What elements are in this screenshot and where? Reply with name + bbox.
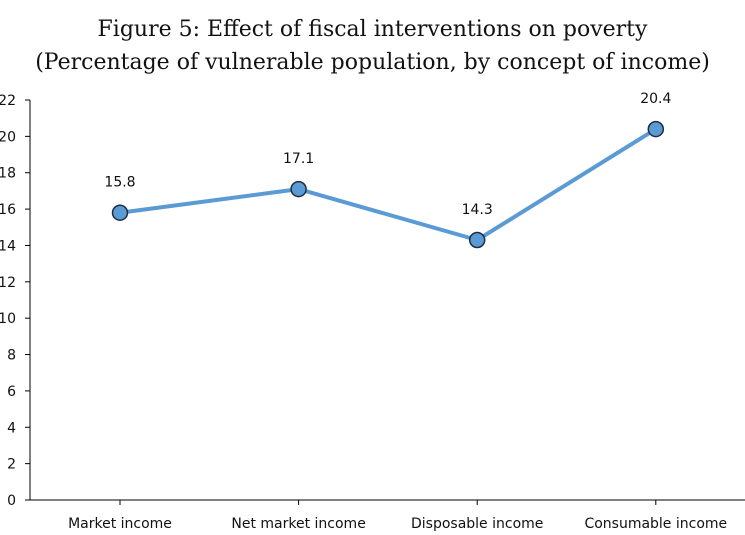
y-tick-label: 14 xyxy=(0,238,16,254)
data-point xyxy=(111,204,129,221)
y-ticks: 0 2 4 6 8 10 12 14 16 18 20 22 xyxy=(0,93,30,509)
data-label: 20.4 xyxy=(640,91,671,107)
y-tick-label: 2 xyxy=(7,457,16,473)
y-tick-label: 6 xyxy=(7,384,16,400)
y-tick-label: 16 xyxy=(0,202,16,218)
series-polyline xyxy=(118,127,658,242)
data-label: 15.8 xyxy=(104,175,135,191)
y-tick-label: 22 xyxy=(0,93,16,109)
x-tick-label: Market income xyxy=(68,516,172,532)
data-label: 17.1 xyxy=(283,151,314,167)
y-tick-label: 18 xyxy=(0,166,16,182)
y-tick-label: 12 xyxy=(0,275,16,291)
series-line xyxy=(118,127,658,242)
y-tick-label: 20 xyxy=(0,129,16,145)
x-ticks: Market income Net market income Disposable… xyxy=(68,500,727,532)
y-tick-label: 0 xyxy=(7,493,16,509)
data-labels: 15.8 17.1 14.3 20.4 xyxy=(104,91,671,218)
y-tick-label: 4 xyxy=(7,420,16,436)
chart-title: Figure 5: Effect of fiscal interventions… xyxy=(97,17,648,42)
data-label: 14.3 xyxy=(462,202,493,218)
data-point xyxy=(647,120,665,138)
x-tick-label: Consumable income xyxy=(584,516,727,532)
y-tick-label: 8 xyxy=(7,348,16,364)
data-point xyxy=(468,231,486,249)
y-tick-label: 10 xyxy=(0,311,16,327)
data-point xyxy=(290,180,307,198)
x-tick-label: Disposable income xyxy=(411,516,543,532)
x-tick-label: Net market income xyxy=(231,516,365,532)
chart-subtitle: (Percentage of vulnerable population, by… xyxy=(35,50,710,75)
series-markers xyxy=(111,120,665,249)
